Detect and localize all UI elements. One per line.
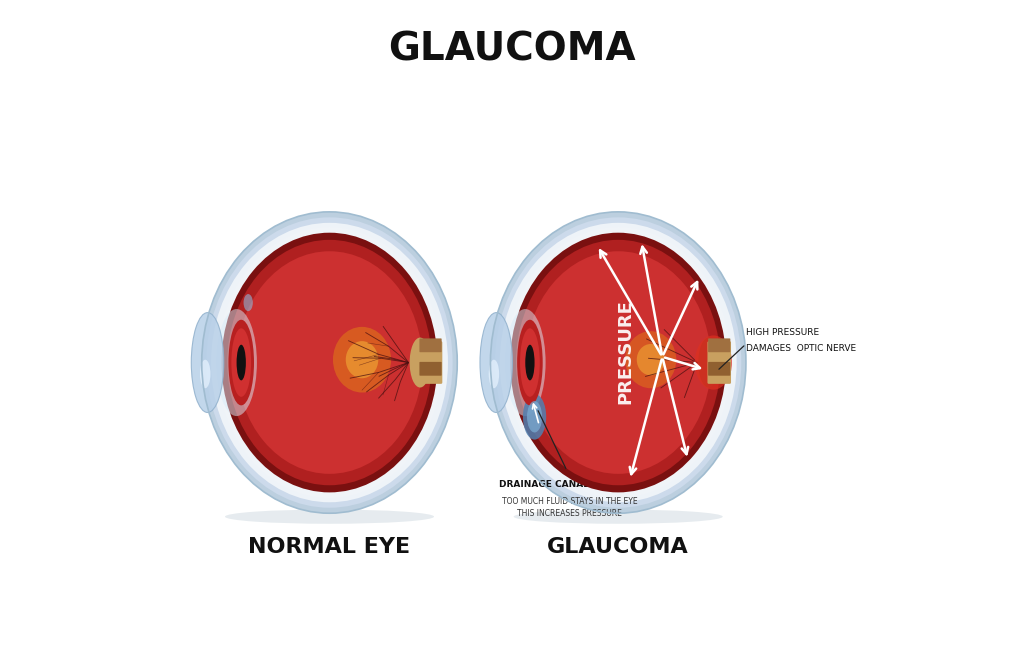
Text: DRAINAGE CANAL BLOCKED: DRAINAGE CANAL BLOCKED (500, 480, 640, 489)
Ellipse shape (231, 329, 251, 396)
Ellipse shape (216, 309, 257, 416)
Ellipse shape (495, 217, 741, 508)
Ellipse shape (527, 401, 542, 433)
FancyBboxPatch shape (709, 362, 730, 376)
Ellipse shape (637, 344, 665, 376)
Ellipse shape (225, 509, 434, 523)
Ellipse shape (202, 212, 458, 513)
FancyBboxPatch shape (419, 341, 442, 384)
FancyBboxPatch shape (420, 362, 441, 376)
Ellipse shape (244, 294, 253, 311)
Ellipse shape (525, 345, 535, 380)
Ellipse shape (200, 360, 211, 388)
Ellipse shape (490, 212, 745, 513)
FancyBboxPatch shape (709, 339, 730, 352)
Text: TOO MUCH FLUID STAYS IN THE EYE: TOO MUCH FLUID STAYS IN THE EYE (502, 497, 637, 506)
Ellipse shape (333, 327, 391, 392)
Ellipse shape (410, 337, 430, 388)
Text: GLAUCOMA: GLAUCOMA (388, 31, 636, 69)
Ellipse shape (506, 227, 731, 498)
Ellipse shape (510, 233, 726, 493)
FancyBboxPatch shape (420, 339, 441, 352)
Ellipse shape (211, 223, 447, 502)
Ellipse shape (695, 335, 732, 390)
Ellipse shape (228, 320, 254, 405)
Ellipse shape (480, 312, 512, 413)
Ellipse shape (221, 233, 437, 493)
Text: GLAUCOMA: GLAUCOMA (547, 537, 689, 556)
Ellipse shape (516, 240, 721, 485)
Ellipse shape (191, 312, 224, 413)
Text: DAMAGES  OPTIC NERVE: DAMAGES OPTIC NERVE (745, 344, 856, 353)
Ellipse shape (207, 217, 453, 508)
Ellipse shape (523, 394, 546, 439)
Ellipse shape (706, 343, 731, 382)
Ellipse shape (517, 320, 543, 405)
Ellipse shape (346, 341, 378, 378)
Ellipse shape (525, 251, 711, 474)
Ellipse shape (488, 360, 499, 388)
Ellipse shape (626, 331, 676, 388)
Ellipse shape (237, 251, 423, 474)
Ellipse shape (237, 345, 246, 380)
Text: PRESSURE: PRESSURE (616, 298, 634, 404)
Text: HIGH PRESSURE: HIGH PRESSURE (745, 328, 819, 337)
Ellipse shape (217, 227, 442, 498)
Ellipse shape (698, 337, 719, 388)
Ellipse shape (514, 509, 723, 523)
Ellipse shape (505, 309, 546, 416)
FancyBboxPatch shape (708, 341, 731, 384)
Ellipse shape (520, 329, 540, 396)
Text: THIS INCREASES PRESSURE: THIS INCREASES PRESSURE (517, 509, 622, 517)
Text: NORMAL EYE: NORMAL EYE (249, 537, 411, 556)
Ellipse shape (500, 223, 736, 502)
Ellipse shape (227, 240, 432, 485)
